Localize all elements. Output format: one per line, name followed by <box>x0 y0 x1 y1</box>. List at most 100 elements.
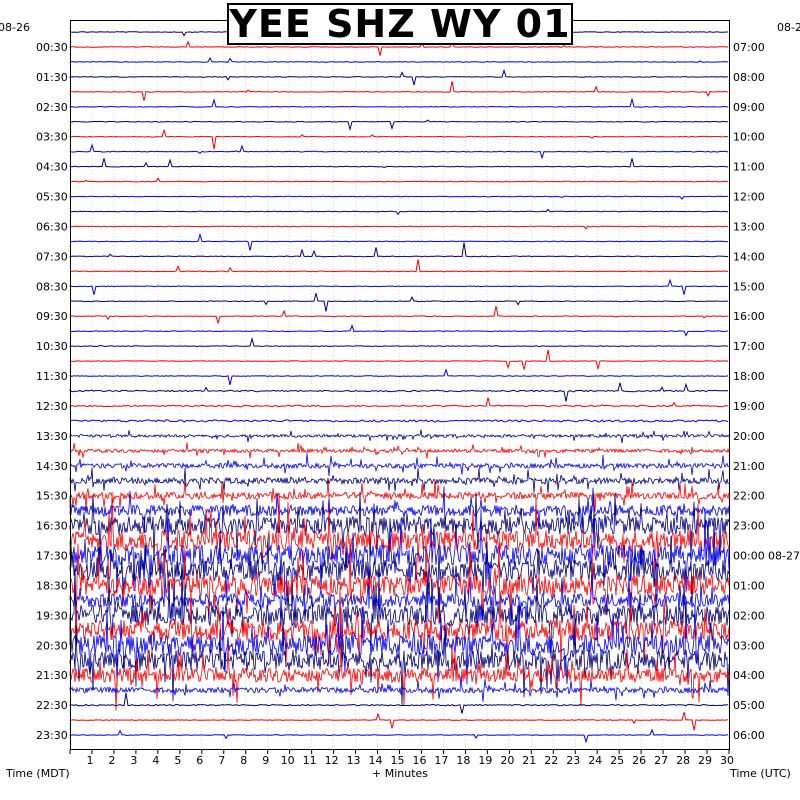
trace-row-20 <box>69 323 729 337</box>
trace-row-31 <box>69 478 730 513</box>
left-time-label: 18:30 <box>36 579 68 592</box>
left-time-label: 15:30 <box>36 490 68 503</box>
right-axis-label: Time (UTC) <box>729 767 791 780</box>
x-tick-label: 20 <box>500 754 514 767</box>
left-time-label: 22:30 <box>36 699 68 712</box>
left-time-label: 03:30 <box>36 131 68 144</box>
x-tick-label: 15 <box>391 754 405 767</box>
trace-row-45 <box>69 693 729 714</box>
trace-row-46 <box>69 712 729 731</box>
right-time-label: 00:00 <box>733 550 765 563</box>
trace-row-36 <box>69 517 730 617</box>
x-tick-label: 28 <box>676 754 690 767</box>
trace-row-21 <box>69 336 728 348</box>
trace-row-28 <box>69 442 730 459</box>
trace-row-8 <box>69 143 729 160</box>
left-time-label: 09:30 <box>36 310 68 323</box>
left-time-labels: 00:30 01:30 02:30 03:30 04:30 05:30 06:30 07:30… <box>36 41 68 742</box>
trace-row-10 <box>69 177 729 183</box>
x-tick-label: 18 <box>456 754 470 767</box>
left-time-label: 08:30 <box>36 280 68 293</box>
right-time-label: 19:00 <box>733 400 765 413</box>
left-time-label: 20:30 <box>36 639 68 652</box>
x-tick-label: 12 <box>325 754 339 767</box>
trace-row-33 <box>69 492 730 562</box>
right-time-label: 02:00 <box>733 609 765 622</box>
right-time-label: 15:00 <box>733 280 765 293</box>
left-time-label: 11:30 <box>36 370 68 383</box>
left-time-label: 17:30 <box>36 550 68 563</box>
x-tick-label: 8 <box>240 754 247 767</box>
right-date-label: 08-2 <box>777 21 800 34</box>
trace-row-27 <box>69 429 730 444</box>
trace-row-16 <box>69 259 729 273</box>
right-time-label: 08:00 <box>733 71 765 84</box>
x-tick-label: 10 <box>281 754 295 767</box>
seismic-traces <box>69 20 730 744</box>
trace-row-15 <box>69 242 729 258</box>
x-axis-label: + Minutes <box>372 767 428 780</box>
x-axis-ticks: 1 2 3 4 5 6 7 8 9 10 11 12 13 14 15 16 17 18 19 20 21 22 23 24 2… <box>69 750 734 767</box>
right-time-label: 06:00 <box>733 729 765 742</box>
left-time-label: 05:30 <box>36 191 68 204</box>
left-time-label: 04:30 <box>36 161 68 174</box>
x-tick-label: 16 <box>412 754 426 767</box>
right-time-label: 07:00 <box>733 41 765 54</box>
trace-row-40 <box>69 584 730 671</box>
trace-row-42 <box>69 613 730 706</box>
right-time-label: 23:00 <box>733 520 765 533</box>
trace-row-22 <box>69 349 729 371</box>
right-time-label: 17:00 <box>733 340 765 353</box>
right-time-label: 20:00 <box>733 430 765 443</box>
trace-row-17 <box>69 278 728 295</box>
trace-row-32 <box>69 486 730 534</box>
right-time-label: 21:00 <box>733 460 765 473</box>
trace-row-2 <box>69 56 729 63</box>
right-time-label: 11:00 <box>733 161 765 174</box>
trace-row-29 <box>69 453 730 477</box>
x-tick-label: 21 <box>522 754 536 767</box>
x-tick-label: 26 <box>632 754 646 767</box>
trace-row-25 <box>69 397 729 408</box>
x-tick-label: 2 <box>108 754 115 767</box>
trace-row-37 <box>69 538 730 630</box>
left-time-label: 10:30 <box>36 340 68 353</box>
left-time-label: 01:30 <box>36 71 68 84</box>
trace-row-35 <box>69 505 730 609</box>
trace-row-6 <box>69 119 729 132</box>
x-tick-label: 9 <box>262 754 269 767</box>
x-tick-label: 23 <box>566 754 580 767</box>
x-tick-label: 24 <box>588 754 602 767</box>
right-date-change-label: 08-27 <box>768 550 800 563</box>
trace-row-43 <box>69 641 730 711</box>
right-time-label: 09:00 <box>733 101 765 114</box>
left-time-label: 23:30 <box>36 729 68 742</box>
trace-row-4 <box>69 81 729 101</box>
trace-row-11 <box>69 195 729 200</box>
trace-row-44 <box>69 675 730 702</box>
right-time-label: 10:00 <box>733 131 765 144</box>
x-tick-label: 17 <box>434 754 448 767</box>
x-tick-label: 29 <box>698 754 712 767</box>
trace-row-24 <box>69 382 729 402</box>
right-time-labels: 07:00 08:00 09:00 10:00 11:00 12:00 13:00 14:00… <box>733 41 800 742</box>
trace-row-14 <box>69 232 729 251</box>
trace-row-1 <box>69 38 729 56</box>
left-date-label: 08-26 <box>0 21 30 34</box>
right-time-label: 22:00 <box>733 490 765 503</box>
left-time-label: 21:30 <box>36 669 68 682</box>
left-time-label: 06:30 <box>36 220 68 233</box>
chart-title-box: YEE SHZ WY 01 <box>227 3 573 45</box>
trace-row-26 <box>69 419 729 423</box>
left-time-label: 13:30 <box>36 430 68 443</box>
trace-row-38 <box>69 572 730 630</box>
left-time-label: 12:30 <box>36 400 68 413</box>
left-time-label: 19:30 <box>36 609 68 622</box>
trace-row-18 <box>69 293 729 312</box>
right-time-label: 18:00 <box>733 370 765 383</box>
x-tick-label: 19 <box>478 754 492 767</box>
trace-row-47 <box>69 728 729 744</box>
x-tick-label: 6 <box>196 754 203 767</box>
